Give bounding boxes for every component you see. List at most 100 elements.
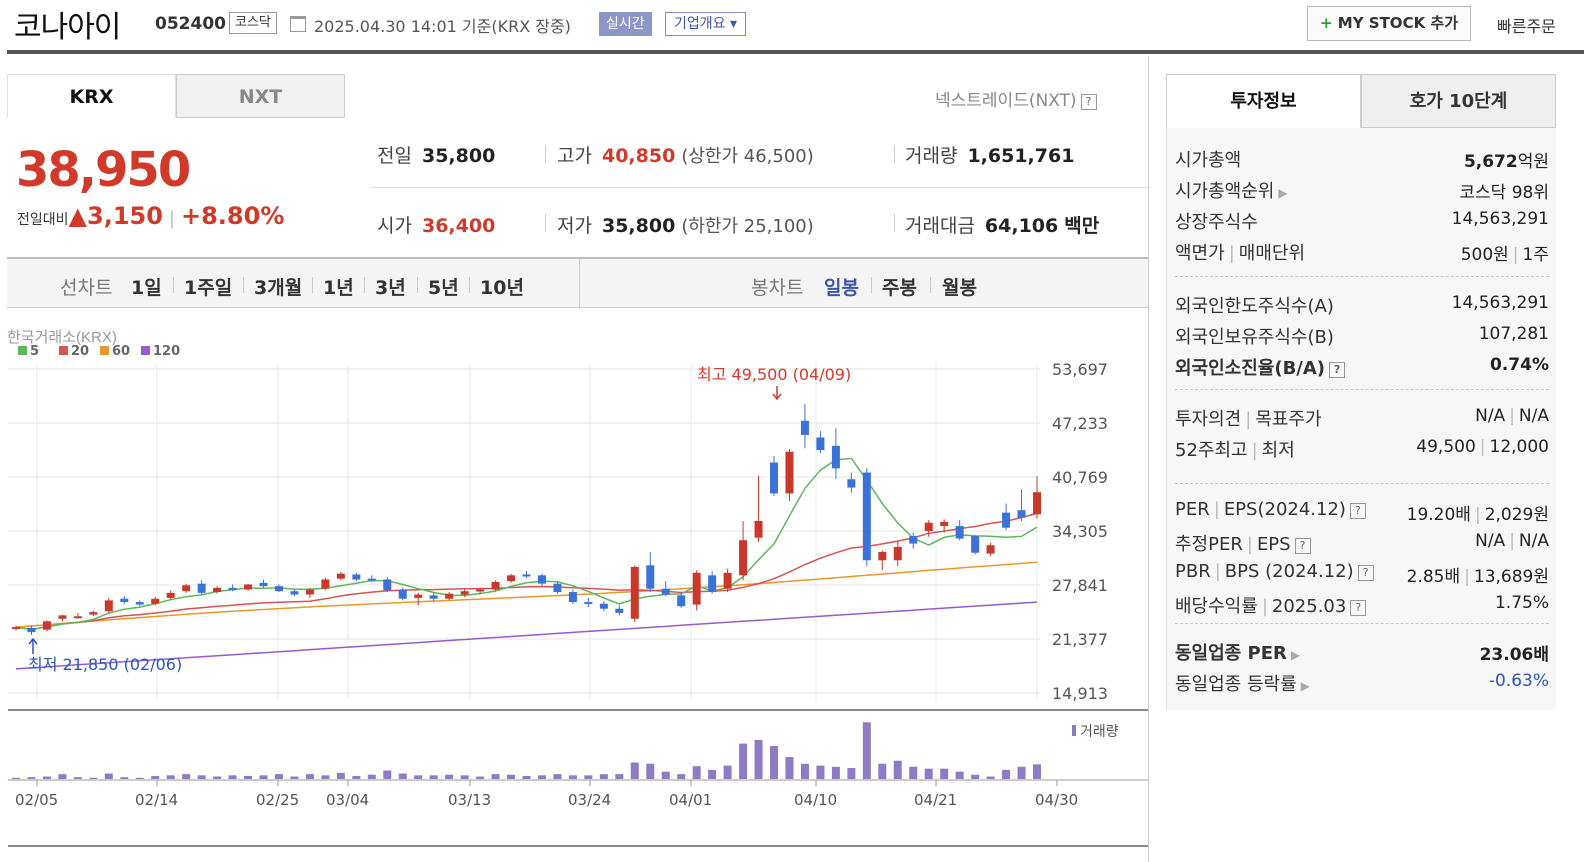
x-tick-label: 02/25 <box>256 791 299 809</box>
period-3y[interactable]: 3년 <box>375 277 406 299</box>
chevron-right-icon[interactable]: ▶ <box>1300 679 1310 693</box>
candle-daily[interactable]: 일봉 <box>824 277 859 299</box>
paren: ) <box>806 216 814 237</box>
volume-bar <box>166 775 175 779</box>
info-value-text: 500원 <box>1460 245 1509 265</box>
volume-bar <box>228 775 237 779</box>
market-badge: 코스닥 <box>229 12 277 34</box>
info-value: -0.63% <box>1489 671 1549 691</box>
period-1d[interactable]: 1일 <box>131 277 162 299</box>
quick-order-link[interactable]: 빠른주문 <box>1497 17 1556 36</box>
info-value: 14,563,291 <box>1452 293 1549 313</box>
candle-body <box>182 585 191 592</box>
tab-investment-info[interactable]: 투자정보 <box>1166 74 1361 128</box>
info-value-text-2: 12,000 <box>1489 437 1549 457</box>
info-value-text-2: 2,029원 <box>1484 505 1549 525</box>
volume-label: 거래량 <box>1080 724 1119 740</box>
candle-body <box>568 592 577 603</box>
volume-bar <box>862 722 871 779</box>
realtime-button[interactable]: 실시간 <box>599 12 652 36</box>
info-row: 시가총액순위 ▶ 코스닥 98위 <box>1175 177 1549 205</box>
candle-body <box>58 615 67 619</box>
volume-bar <box>568 775 577 779</box>
info-row: 추정PER | EPS? N/A | N/A <box>1175 530 1549 558</box>
up-arrow-icon: ▲ <box>68 202 87 230</box>
volume-bar <box>367 774 376 779</box>
nxt-link[interactable]: 넥스트레이드(NXT)? <box>935 86 1097 111</box>
candle-body <box>213 587 222 593</box>
y-tick-label: 40,769 <box>1052 468 1108 487</box>
candle-body <box>924 522 933 532</box>
volume-bar <box>940 768 949 779</box>
volume-bar <box>537 775 546 779</box>
info-value-text-2: N/A <box>1518 406 1549 426</box>
candle-body <box>800 420 809 435</box>
line-chart-label[interactable]: 선차트 <box>60 277 113 299</box>
volume-bar <box>1002 769 1011 779</box>
info-value: 0.74% <box>1490 355 1549 375</box>
volume-bar <box>12 777 20 779</box>
volume-bar <box>770 746 779 779</box>
info-label: 동일업종 PER ▶ <box>1175 639 1300 665</box>
candle-body <box>135 602 144 605</box>
help-icon[interactable]: ? <box>1329 362 1346 378</box>
volume-bar <box>321 775 330 779</box>
high-annotation: 최고 49,500 (04/09) <box>697 365 851 384</box>
turnover-unit: 백만 <box>1064 215 1100 237</box>
help-icon[interactable]: ? <box>1294 538 1311 554</box>
quote-datetime: 2025.04.30 14:01 기준(KRX 장중) <box>314 13 571 37</box>
period-1w[interactable]: 1주일 <box>184 277 233 299</box>
candle-body <box>367 578 376 581</box>
help-icon[interactable]: ? <box>1350 600 1367 616</box>
candle-monthly[interactable]: 월봉 <box>942 277 977 299</box>
volume-bar <box>831 766 840 779</box>
volume-bar <box>352 775 361 779</box>
x-tick-label: 02/14 <box>135 791 178 809</box>
y-tick-label: 47,233 <box>1052 414 1108 433</box>
candle-body <box>414 594 423 598</box>
add-mystock-button[interactable]: + MY STOCK 추가 <box>1307 6 1471 41</box>
tab-orderbook-10[interactable]: 호가 10단계 <box>1361 74 1556 128</box>
period-1y[interactable]: 1년 <box>323 277 354 299</box>
chevron-right-icon[interactable]: ▶ <box>1278 186 1288 200</box>
high-price: 고가 40,850 (상한가 46,500) <box>557 141 814 168</box>
candle-body <box>553 583 562 593</box>
info-row: PBR | BPS (2024.12)? 2.85배 | 13,689원 <box>1175 561 1549 589</box>
help-icon[interactable]: ? <box>1357 565 1374 581</box>
candle-body <box>1002 512 1011 528</box>
volume-bar <box>120 777 129 779</box>
help-icon[interactable]: ? <box>1080 94 1097 110</box>
period-5y[interactable]: 5년 <box>428 277 459 299</box>
price-chart[interactable]: 한국거래소(KRX)5 20 60 120 53,697 47,233 40,769 34,3… <box>0 318 1150 862</box>
volume-bar <box>73 777 82 779</box>
info-label: 외국인보유주식수(B) <box>1175 323 1334 349</box>
volume-label: 거래량 <box>905 145 958 167</box>
info-value-text-2: 1주 <box>1522 245 1549 265</box>
candle-body <box>1033 492 1041 515</box>
company-overview-dropdown[interactable]: 기업개요 ▾ <box>665 12 746 36</box>
stock-header: 코나아이 052400 코스닥 2025.04.30 14:01 기준(KRX … <box>0 0 1584 52</box>
candle-body <box>847 479 856 488</box>
help-icon[interactable]: ? <box>1349 503 1366 519</box>
high-value: 40,850 <box>601 145 676 167</box>
candle-chart-label[interactable]: 봉차트 <box>751 277 804 299</box>
candle-body <box>429 595 438 599</box>
candle-body <box>537 575 546 584</box>
chevron-right-icon[interactable]: ▶ <box>1290 648 1301 662</box>
candle-weekly[interactable]: 주봉 <box>882 277 917 299</box>
volume-bar <box>104 773 113 779</box>
legend-swatch <box>18 346 27 355</box>
period-3m[interactable]: 3개월 <box>254 277 303 299</box>
info-row: 외국인소진율(B/A)? 0.74% <box>1175 354 1549 382</box>
info-row: 52주최고 | 최저 49,500 | 12,000 <box>1175 436 1549 464</box>
volume-bar <box>692 766 701 779</box>
info-value-text: 14,563,291 <box>1451 293 1549 313</box>
candle-body <box>259 582 268 587</box>
moving-average-line <box>15 601 1038 670</box>
tab-krx[interactable]: KRX <box>7 74 176 118</box>
tab-nxt[interactable]: NXT <box>176 74 345 118</box>
candle-body <box>971 536 980 553</box>
header-divider <box>7 50 1584 54</box>
separator: | <box>1228 243 1235 264</box>
period-10y[interactable]: 10년 <box>480 277 524 299</box>
